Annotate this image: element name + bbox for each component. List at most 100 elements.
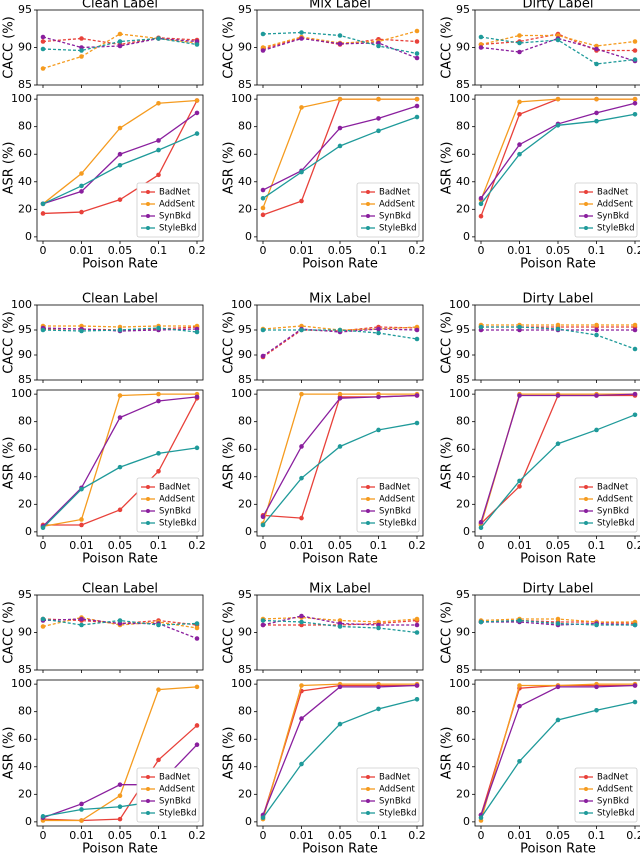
y-axis-label: ASR (%) [440, 727, 455, 780]
y-tick-label: 85 [238, 663, 252, 676]
y-tick-label: 0 [25, 230, 32, 243]
legend-label: StyleBkd [379, 519, 417, 529]
data-point [376, 330, 381, 336]
legend-label: SynBkd [159, 507, 191, 517]
y-tick-label: 40 [238, 470, 252, 483]
data-point [194, 723, 200, 728]
data-point [79, 622, 84, 628]
data-point [260, 618, 266, 623]
legend-marker [366, 226, 370, 230]
data-point [117, 393, 123, 398]
x-tick-label: 0 [260, 244, 267, 257]
y-tick-label: 80 [238, 120, 252, 133]
data-point [299, 36, 304, 41]
data-point [79, 818, 84, 823]
y-tick-label: 60 [456, 147, 470, 160]
data-point [156, 622, 161, 628]
y-axis-label: CACC (%) [2, 311, 17, 374]
y-tick-label: 100 [449, 92, 470, 105]
legend-marker [584, 787, 588, 791]
y-axis-label: ASR (%) [222, 142, 237, 195]
x-tick-label: 0.01 [69, 244, 94, 257]
data-point [156, 36, 161, 41]
data-point [594, 327, 599, 333]
chart-title: Mix Label [309, 0, 371, 12]
data-point [337, 96, 343, 102]
y-tick-label: 0 [245, 230, 252, 243]
y-tick-label: 60 [18, 442, 32, 455]
data-point [376, 43, 381, 49]
chart-title: Mix Label [309, 292, 371, 307]
data-point [79, 616, 84, 622]
x-tick-label: 0 [40, 244, 47, 257]
data-point [414, 55, 420, 61]
data-point [337, 684, 343, 690]
legend-marker [146, 214, 150, 218]
legend-marker [146, 775, 150, 779]
x-tick-label: 0 [478, 539, 485, 552]
y-tick-label: 40 [238, 175, 252, 188]
y-tick-label: 20 [238, 787, 252, 800]
y-tick-label: 60 [18, 147, 32, 160]
data-point [337, 143, 343, 149]
y-tick-label: 40 [456, 760, 470, 773]
x-tick-label: 0.1 [150, 539, 168, 552]
x-tick-label: 0.05 [108, 244, 133, 257]
y-tick-label: 80 [456, 705, 470, 718]
y-tick-label: 90 [18, 348, 32, 361]
data-point [594, 118, 599, 124]
y-tick-label: 20 [456, 202, 470, 215]
data-point [260, 522, 266, 528]
data-point [414, 420, 420, 426]
y-tick-label: 20 [456, 787, 470, 800]
data-point [632, 322, 638, 328]
legend-box [356, 182, 420, 238]
data-point [117, 464, 123, 470]
y-tick-label: 0 [245, 815, 252, 828]
data-point [337, 624, 343, 629]
data-point [555, 621, 561, 626]
legend-label: BadNet [597, 483, 629, 493]
legend-label: BadNet [159, 773, 191, 783]
legend-label: StyleBkd [597, 809, 635, 819]
y-tick-label: 100 [231, 387, 252, 400]
data-point [40, 34, 46, 40]
y-tick-label: 90 [18, 626, 32, 639]
chart-title: Clean Label [82, 582, 158, 597]
data-point [337, 395, 343, 401]
x-tick-label: 0.2 [408, 244, 426, 257]
x-tick-label: 0.2 [188, 539, 206, 552]
series-line [262, 37, 418, 50]
x-axis-label: Poison Rate [82, 257, 158, 272]
y-tick-label: 90 [238, 348, 252, 361]
x-tick-label: 0.01 [69, 829, 94, 842]
x-tick-label: 0.01 [289, 829, 314, 842]
legend-marker [366, 799, 370, 803]
data-point [632, 391, 638, 397]
data-point [517, 111, 522, 117]
data-point [414, 51, 420, 56]
legend-label: StyleBkd [597, 519, 635, 529]
data-point [632, 100, 638, 106]
data-point [337, 444, 343, 449]
y-tick-label: 100 [449, 298, 470, 311]
data-point [478, 34, 484, 40]
data-point [555, 393, 561, 398]
y-tick-label: 95 [456, 3, 470, 16]
x-tick-label: 0.1 [370, 244, 388, 257]
data-point [632, 622, 638, 628]
data-point [79, 517, 84, 522]
data-point [337, 33, 343, 38]
data-point [260, 196, 266, 201]
legend-label: BadNet [597, 188, 629, 198]
series-line [480, 34, 636, 47]
y-tick-label: 60 [238, 732, 252, 745]
data-point [299, 475, 304, 481]
legend-label: StyleBkd [379, 224, 417, 234]
x-tick-label: 0.01 [69, 539, 94, 552]
data-point [414, 96, 420, 102]
legend-label: AddSent [379, 785, 415, 795]
x-tick-label: 0 [478, 244, 485, 257]
data-point [414, 616, 420, 622]
y-tick-label: 90 [456, 626, 470, 639]
